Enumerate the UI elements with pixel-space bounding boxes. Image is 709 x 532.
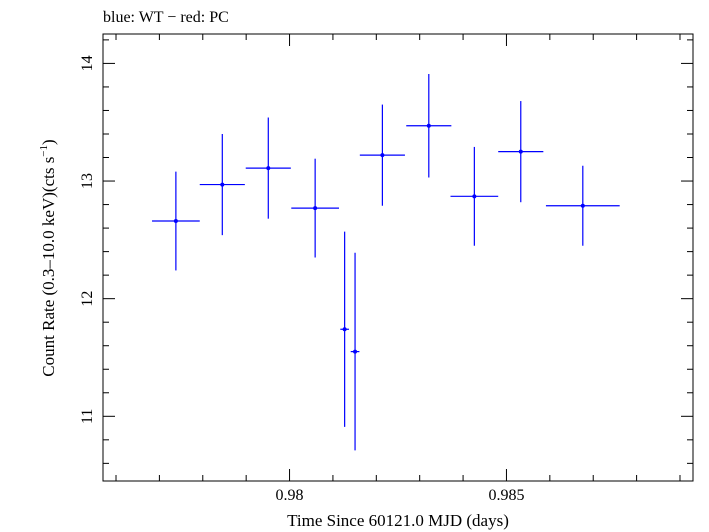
y-axis: 11 12 13 14: [79, 39, 693, 464]
data-marker: [173, 219, 178, 224]
data-point: [245, 117, 291, 219]
y-tick-label: 11: [79, 409, 96, 424]
data-point: [450, 146, 499, 246]
data-point: [291, 158, 339, 258]
data-marker: [380, 153, 385, 158]
y-axis-label-close: ): [39, 139, 58, 145]
data-point: [406, 73, 452, 178]
data-marker: [353, 349, 358, 354]
data-marker: [472, 194, 477, 199]
data-point: [340, 231, 349, 427]
y-tick-label: 13: [79, 173, 96, 189]
data-series-wt: [152, 73, 620, 451]
data-point: [498, 101, 544, 203]
data-marker: [580, 203, 585, 208]
data-marker: [266, 166, 271, 171]
x-axis: 0.98 0.985: [115, 34, 681, 504]
data-point: [152, 171, 200, 271]
data-marker: [426, 123, 431, 128]
x-tick-label: 0.985: [488, 487, 524, 504]
x-tick-label: 0.98: [276, 487, 304, 504]
data-marker: [313, 206, 318, 211]
chart-title: blue: WT − red: PC: [103, 9, 229, 26]
data-point: [199, 133, 245, 236]
plot-frame: [102, 33, 694, 482]
x-axis-label: Time Since 60121.0 MJD (days): [287, 511, 509, 530]
data-marker: [220, 182, 225, 187]
data-marker: [342, 327, 347, 332]
y-axis-label-main: Count Rate (0.3–10.0 keV)(cts s: [39, 157, 58, 377]
y-tick-label: 14: [79, 55, 96, 71]
data-point: [350, 252, 360, 451]
data-marker: [518, 149, 523, 154]
data-point: [359, 104, 405, 206]
data-point: [545, 165, 620, 246]
y-tick-label: 12: [79, 291, 96, 307]
y-axis-label: Count Rate (0.3–10.0 keV)(cts s−1): [38, 139, 58, 376]
y-axis-label-exponent: −1: [38, 145, 50, 157]
